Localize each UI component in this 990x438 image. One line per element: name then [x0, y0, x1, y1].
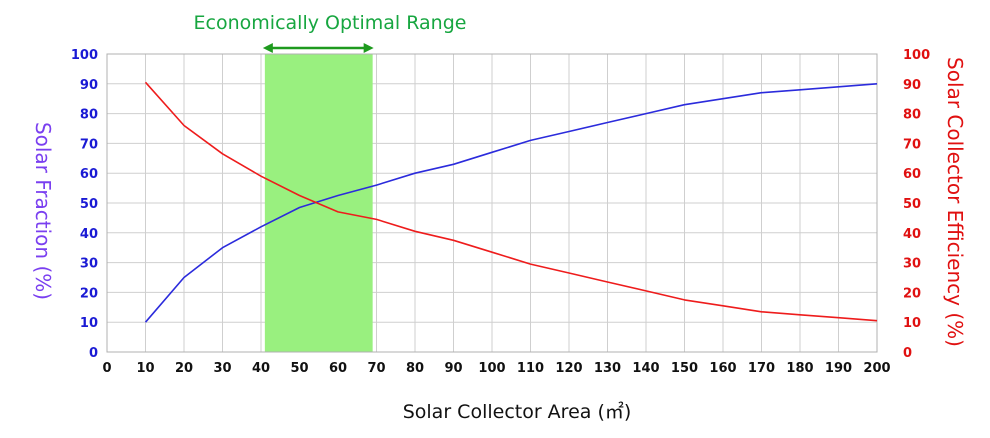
series-layer [144, 81, 878, 323]
y-tick-label-right: 100 [903, 48, 930, 63]
y-tick-label-right: 40 [903, 227, 921, 242]
x-tick-label: 140 [632, 361, 659, 376]
x-tick-label: 70 [367, 361, 385, 376]
x-tick-label: 80 [406, 361, 424, 376]
x-tick-label: 20 [175, 361, 193, 376]
optimal-range-arrow-left-head [262, 43, 273, 53]
x-axis-ticks: 0 10 20 30 40 50 60 70 80 90 100 110 120 130 140 150 160… [102, 361, 890, 376]
y-tick-label-left: 70 [80, 137, 98, 152]
x-tick-label: 0 [102, 361, 111, 376]
y-tick-label-right: 80 [903, 108, 921, 123]
y-tick-label-right: 60 [903, 167, 921, 182]
y-tick-label-left: 80 [80, 108, 98, 123]
y-tick-label-left: 40 [80, 227, 98, 242]
y-axis-label-left: Solar Fraction (%) [31, 122, 55, 300]
optimal-range-arrow-right-head [363, 43, 374, 53]
x-tick-label: 120 [555, 361, 582, 376]
x-tick-label: 10 [136, 361, 154, 376]
x-tick-label: 40 [252, 361, 270, 376]
x-tick-label: 100 [478, 361, 505, 376]
right-axis-ticks: 0 10 20 30 40 50 60 70 80 90 100 [903, 48, 930, 361]
efficiency-series-line [144, 81, 878, 322]
x-tick-label: 180 [786, 361, 813, 376]
y-tick-label-left: 50 [80, 197, 98, 212]
y-tick-label-right: 0 [903, 346, 912, 361]
y-tick-label-left: 100 [71, 48, 98, 63]
x-tick-label: 50 [290, 361, 308, 376]
y-tick-label-left: 90 [80, 78, 98, 93]
y-tick-label-left: 30 [80, 257, 98, 272]
x-tick-label: 60 [329, 361, 347, 376]
x-tick-label: 30 [213, 361, 231, 376]
y-tick-label-left: 20 [80, 286, 98, 301]
y-tick-label-left: 10 [80, 316, 98, 331]
x-tick-label: 190 [825, 361, 852, 376]
optimal-range-label: Economically Optimal Range [194, 12, 467, 34]
y-tick-label-right: 90 [903, 78, 921, 93]
y-tick-label-right: 50 [903, 197, 921, 212]
x-tick-label: 130 [594, 361, 621, 376]
x-tick-label: 160 [709, 361, 736, 376]
plot-frame [106, 53, 878, 353]
left-axis-ticks: 0 10 20 30 40 50 60 70 80 90 100 [71, 48, 98, 361]
x-tick-label: 150 [671, 361, 698, 376]
solar-fraction-series-line [144, 83, 878, 323]
y-axis-label-right: Solar Collector Efficiency (%) [943, 57, 967, 347]
y-tick-label-left: 0 [89, 346, 98, 361]
y-tick-label-right: 20 [903, 286, 921, 301]
x-tick-label: 90 [444, 361, 462, 376]
y-tick-label-right: 30 [903, 257, 921, 272]
x-tick-label: 170 [748, 361, 775, 376]
x-tick-label: 200 [863, 361, 890, 376]
x-axis-label: Solar Collector Area (㎡) [403, 400, 632, 423]
x-tick-label: 110 [517, 361, 544, 376]
grid [106, 53, 878, 353]
y-tick-label-right: 10 [903, 316, 921, 331]
y-tick-label-left: 60 [80, 167, 98, 182]
y-tick-label-right: 70 [903, 137, 921, 152]
